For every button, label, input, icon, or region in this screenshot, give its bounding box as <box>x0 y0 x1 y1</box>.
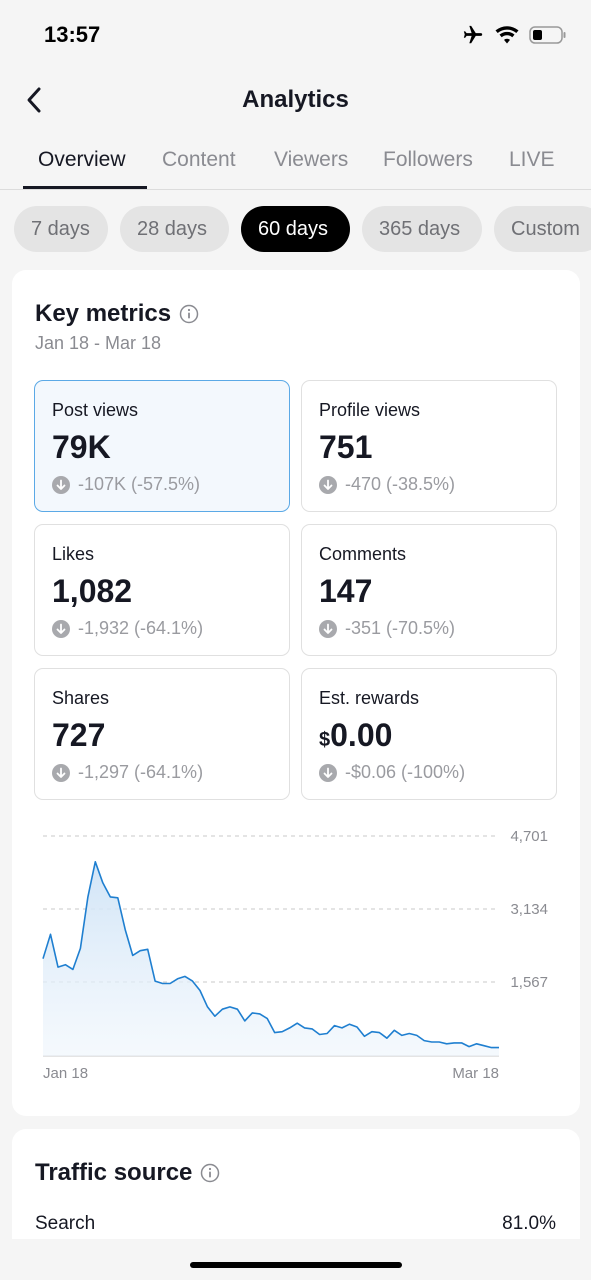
status-bar: 13:57 <box>0 0 591 70</box>
post-views-chart: 4,701 3,134 1,567 Jan 18 Mar 18 <box>42 828 548 1082</box>
tab-live[interactable]: LIVE <box>509 148 555 171</box>
metric-change-text: -107K (-57.5%) <box>78 474 201 494</box>
metric-comments[interactable]: Comments 147 -351 (-70.5%) <box>301 524 557 656</box>
metric-value: 147 <box>319 573 373 609</box>
back-button[interactable] <box>16 82 52 118</box>
arrow-down-circle-icon <box>319 619 337 638</box>
tab-content[interactable]: Content <box>162 148 236 171</box>
traffic-source-label: Search <box>35 1213 96 1234</box>
key-metrics-card: Key metrics Jan 18 - Mar 18 Post views 7… <box>12 270 580 1116</box>
range-28-days-chip[interactable]: 28 days <box>120 206 229 252</box>
metric-label: Post views <box>52 400 139 420</box>
metric-likes[interactable]: Likes 1,082 -1,932 (-64.1%) <box>34 524 290 656</box>
arrow-down-circle-icon <box>319 475 337 494</box>
info-icon[interactable] <box>179 304 199 324</box>
metric-change: -351 (-70.5%) <box>319 618 455 639</box>
metric-value: 727 <box>52 717 106 753</box>
range-custom-chip[interactable]: Custom <box>494 206 591 252</box>
chevron-left-icon <box>27 87 41 113</box>
status-icons <box>461 24 567 46</box>
metric-change: -470 (-38.5%) <box>319 474 455 495</box>
info-icon[interactable] <box>200 1163 220 1183</box>
status-time: 13:57 <box>44 22 101 47</box>
traffic-source-title: Traffic source <box>35 1159 193 1186</box>
currency-symbol: $ <box>319 729 331 751</box>
y-tick-label: 3,134 <box>510 901 548 918</box>
key-metrics-header: Key metrics <box>35 300 199 328</box>
metric-label: Est. rewards <box>319 688 420 708</box>
traffic-source-header: Traffic source <box>35 1159 220 1187</box>
metric-value: $0.00 <box>319 717 392 754</box>
date-range-chips: 7 days 28 days 60 days 365 days Custom <box>0 206 591 252</box>
x-tick-label: Mar 18 <box>452 1065 499 1082</box>
metric-label: Profile views <box>319 400 421 420</box>
traffic-source-row: Search 81.0% <box>35 1213 556 1235</box>
active-tab-indicator <box>23 186 147 189</box>
arrow-down-circle-icon <box>52 763 70 782</box>
tab-viewers[interactable]: Viewers <box>274 148 349 171</box>
metric-label: Likes <box>52 544 95 564</box>
metric-value-number: 0.00 <box>330 717 393 753</box>
key-metrics-title: Key metrics <box>35 300 172 327</box>
metric-label: Shares <box>52 688 110 708</box>
home-indicator[interactable] <box>190 1262 402 1268</box>
metric-change: -$0.06 (-100%) <box>319 762 465 783</box>
metric-profile-views[interactable]: Profile views 751 -470 (-38.5%) <box>301 380 557 512</box>
metric-post-views[interactable]: Post views 79K -107K (-57.5%) <box>34 380 290 512</box>
y-tick-label: 4,701 <box>510 828 548 845</box>
metric-change-text: -351 (-70.5%) <box>345 618 456 638</box>
arrow-down-circle-icon <box>319 763 337 782</box>
nav-bar: Analytics <box>0 72 591 128</box>
metric-value: 1,082 <box>52 573 133 609</box>
range-365-days-chip[interactable]: 365 days <box>362 206 482 252</box>
metric-change: -1,932 (-64.1%) <box>52 618 203 639</box>
arrow-down-circle-icon <box>52 475 70 494</box>
tab-bar: Overview Content Viewers Followers LIVE <box>0 140 591 190</box>
metric-change: -1,297 (-64.1%) <box>52 762 203 783</box>
airplane-icon <box>463 25 483 44</box>
arrow-down-circle-icon <box>52 619 70 638</box>
traffic-source-value: 81.0% <box>502 1213 556 1234</box>
metric-change: -107K (-57.5%) <box>52 474 200 495</box>
metric-value: 751 <box>319 429 373 465</box>
y-tick-label: 1,567 <box>510 974 548 991</box>
series-line <box>42 861 499 1049</box>
page-title: Analytics <box>242 86 349 113</box>
bottom-area <box>0 1239 591 1280</box>
metric-change-text: -470 (-38.5%) <box>345 474 456 494</box>
tab-followers[interactable]: Followers <box>383 148 473 171</box>
wifi-icon <box>495 26 519 44</box>
range-7-days-chip[interactable]: 7 days <box>14 206 108 252</box>
metric-label: Comments <box>319 544 407 564</box>
tab-overview[interactable]: Overview <box>38 148 126 171</box>
metric-change-text: -$0.06 (-100%) <box>345 762 466 782</box>
range-60-days-chip[interactable]: 60 days <box>241 206 350 252</box>
traffic-source-card: Traffic source Search 81.0% <box>12 1129 580 1239</box>
metric-shares[interactable]: Shares 727 -1,297 (-64.1%) <box>34 668 290 800</box>
area-fill <box>43 861 499 1056</box>
x-tick-label: Jan 18 <box>43 1065 88 1082</box>
metric-change-text: -1,297 (-64.1%) <box>78 762 204 782</box>
metric-value: 79K <box>52 429 111 465</box>
metric-est-rewards[interactable]: Est. rewards $0.00 -$0.06 (-100%) <box>301 668 557 800</box>
metric-change-text: -1,932 (-64.1%) <box>78 618 204 638</box>
battery-icon <box>529 26 566 44</box>
date-range: Jan 18 - Mar 18 <box>35 333 162 353</box>
